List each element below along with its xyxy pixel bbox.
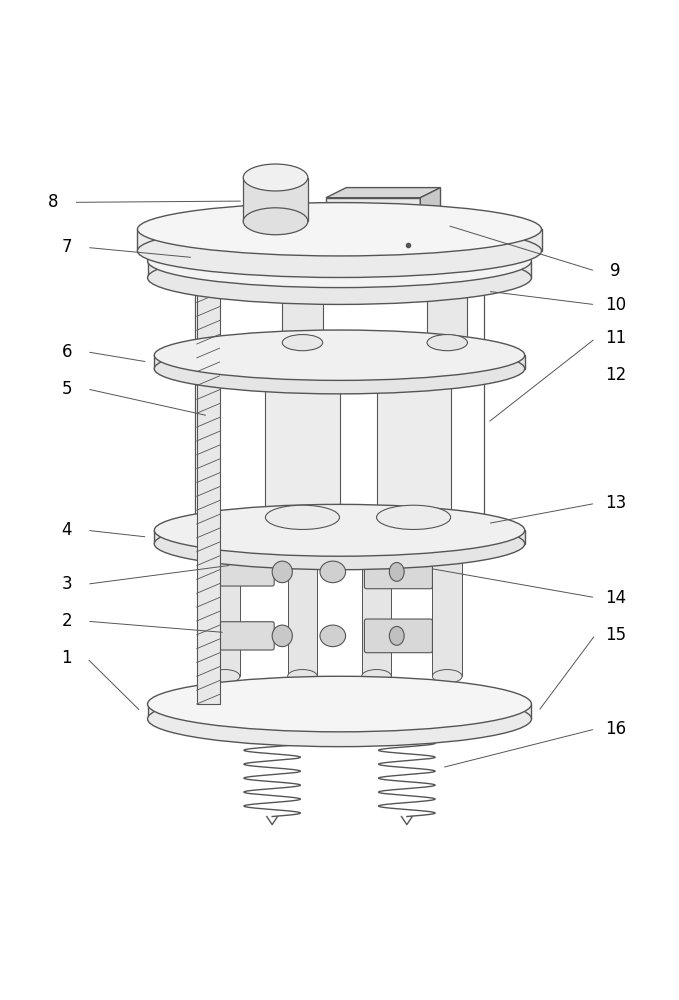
Text: 13: 13 <box>605 494 626 512</box>
Ellipse shape <box>147 676 532 732</box>
Text: 10: 10 <box>605 296 626 314</box>
Polygon shape <box>288 544 317 676</box>
Ellipse shape <box>362 670 391 683</box>
Polygon shape <box>265 369 340 517</box>
Polygon shape <box>427 278 467 343</box>
Ellipse shape <box>243 208 308 235</box>
Ellipse shape <box>137 224 542 277</box>
Ellipse shape <box>154 343 525 394</box>
FancyBboxPatch shape <box>219 622 274 650</box>
Text: 11: 11 <box>605 329 626 347</box>
Text: 14: 14 <box>605 589 626 607</box>
Ellipse shape <box>265 357 340 381</box>
Polygon shape <box>326 188 441 198</box>
Ellipse shape <box>377 505 451 529</box>
Ellipse shape <box>320 561 346 583</box>
Ellipse shape <box>282 335 323 351</box>
Text: 6: 6 <box>62 343 72 361</box>
Ellipse shape <box>288 670 317 683</box>
Text: 4: 4 <box>62 521 72 539</box>
Ellipse shape <box>265 505 340 529</box>
FancyBboxPatch shape <box>365 619 433 653</box>
Polygon shape <box>282 278 323 343</box>
Ellipse shape <box>427 335 467 351</box>
Text: 2: 2 <box>61 612 72 630</box>
Polygon shape <box>243 178 308 221</box>
Polygon shape <box>154 355 525 369</box>
Ellipse shape <box>427 270 467 286</box>
Ellipse shape <box>362 537 391 551</box>
Ellipse shape <box>154 330 525 380</box>
FancyBboxPatch shape <box>365 555 433 589</box>
Ellipse shape <box>389 626 404 645</box>
Ellipse shape <box>288 537 317 551</box>
Ellipse shape <box>154 504 525 556</box>
Polygon shape <box>377 369 451 517</box>
Ellipse shape <box>147 234 532 288</box>
Ellipse shape <box>272 561 293 583</box>
Polygon shape <box>147 704 532 719</box>
Ellipse shape <box>210 670 240 683</box>
Ellipse shape <box>389 562 404 581</box>
Text: 1: 1 <box>61 649 72 667</box>
Polygon shape <box>154 530 525 544</box>
Polygon shape <box>420 188 441 253</box>
Ellipse shape <box>320 625 346 647</box>
Ellipse shape <box>137 203 542 256</box>
Polygon shape <box>326 198 420 253</box>
Bar <box>197 261 219 704</box>
FancyBboxPatch shape <box>219 558 274 586</box>
Ellipse shape <box>147 691 532 747</box>
Text: 12: 12 <box>605 366 626 384</box>
Polygon shape <box>137 229 542 251</box>
Polygon shape <box>433 544 462 676</box>
Text: 15: 15 <box>605 626 626 644</box>
Text: 8: 8 <box>48 193 58 211</box>
Text: 7: 7 <box>62 238 72 256</box>
Polygon shape <box>210 544 240 676</box>
Ellipse shape <box>377 357 451 381</box>
Ellipse shape <box>154 518 525 570</box>
Ellipse shape <box>433 537 462 551</box>
Ellipse shape <box>243 164 308 191</box>
Polygon shape <box>147 261 532 278</box>
Text: 16: 16 <box>605 720 626 738</box>
Text: 5: 5 <box>62 380 72 398</box>
Ellipse shape <box>433 670 462 683</box>
Polygon shape <box>362 544 391 676</box>
Ellipse shape <box>210 537 240 551</box>
Ellipse shape <box>147 251 532 304</box>
Text: 9: 9 <box>610 262 621 280</box>
Ellipse shape <box>272 625 293 647</box>
Text: 3: 3 <box>61 575 72 593</box>
Ellipse shape <box>282 270 323 286</box>
